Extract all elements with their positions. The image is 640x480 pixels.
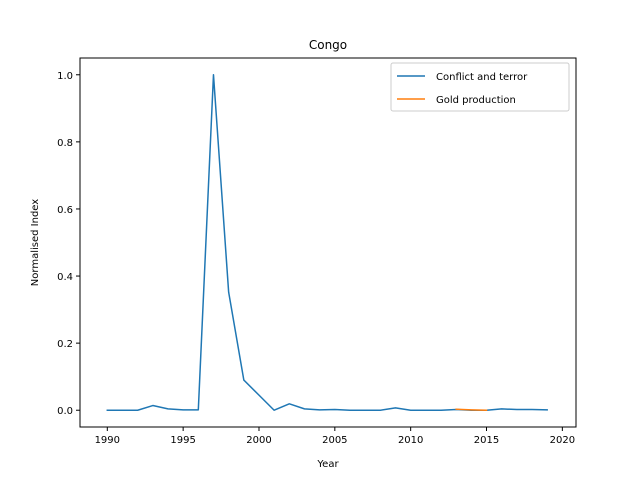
x-tick-label: 1995 (170, 435, 195, 446)
legend-label-1: Conflict and terror (436, 72, 528, 83)
legend-box (390, 62, 570, 112)
y-tick-label: 0.2 (57, 339, 73, 350)
x-tick-label: 2005 (322, 435, 347, 446)
series-line-2 (455, 408, 488, 411)
legend: Conflict and terror Gold production (390, 62, 570, 112)
axis-ticks: 1990 1995 2000 2005 2010 2015 2020 0.0 0.2 0.4 0.6… (57, 71, 575, 446)
x-tick-label: 2015 (474, 435, 499, 446)
x-axis-label: Year (316, 459, 339, 470)
series-lines (106, 74, 548, 411)
y-tick-label: 0.0 (57, 406, 73, 417)
y-tick-label: 1.0 (57, 71, 73, 82)
plot-area-frame (79, 57, 577, 428)
x-tick-label: 2020 (550, 435, 575, 446)
legend-label-2: Gold production (436, 95, 516, 106)
x-tick-label: 2000 (246, 435, 271, 446)
chart-title: Congo (309, 38, 347, 52)
x-tick-label: 2010 (398, 435, 423, 446)
x-tick-label: 1990 (95, 435, 120, 446)
y-tick-label: 0.8 (57, 138, 73, 149)
y-axis-label: Normalised Index (30, 199, 41, 286)
y-tick-label: 0.4 (57, 272, 73, 283)
series-line-1 (106, 74, 548, 411)
y-tick-label: 0.6 (57, 205, 73, 216)
